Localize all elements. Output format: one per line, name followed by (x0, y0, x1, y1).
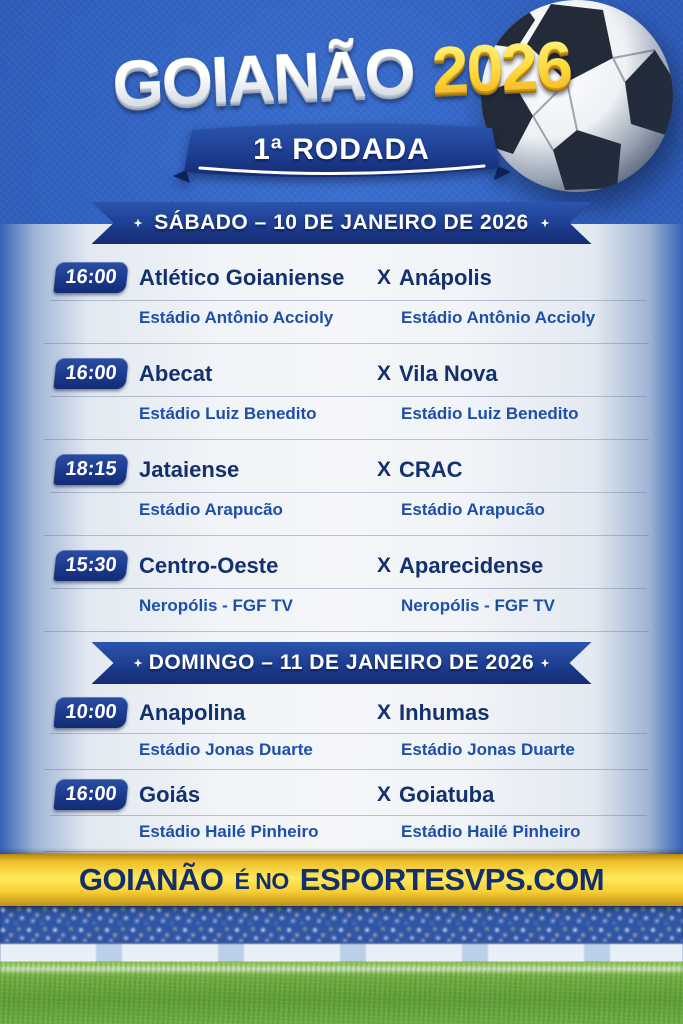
match-row: 16:00 Atlético Goianiense X Anápolis Est… (0, 248, 683, 344)
match-venues-row: Estádio Antônio Accioly Estádio Antônio … (0, 300, 683, 344)
ad-boards (0, 942, 683, 962)
home-team-name: Anapolina (139, 699, 246, 725)
kickoff-time-badge: 10:00 (53, 697, 129, 728)
away-venue: Neropólis - FGF TV (401, 596, 555, 615)
venue-spacer (55, 740, 139, 760)
home-venue: Estádio Antônio Accioly (139, 308, 334, 327)
versus-separator: X (376, 782, 391, 806)
venue-spacer (55, 822, 139, 842)
away-team-name: Anápolis (399, 264, 492, 290)
kickoff-time-badge: 16:00 (53, 262, 129, 293)
home-team-name: Abecat (139, 360, 213, 386)
venue-spacer (55, 404, 139, 424)
matches-list: 16:00 Atlético Goianiense X Anápolis Est… (0, 248, 683, 632)
home-team-name: Centro-Oeste (139, 552, 279, 578)
promo-bar: GOIANÃO É NO ESPORTESVPS.COM (0, 854, 683, 906)
versus-separator: X (376, 361, 391, 385)
away-team-name: Vila Nova (399, 360, 498, 386)
match-teams-row: 16:00 Goiás X Goiatuba (0, 770, 683, 815)
versus-separator: X (376, 553, 391, 577)
match-day-section: SÁBADO – 10 DE JANEIRO DE 2026 16:00 Atl… (0, 202, 683, 632)
home-team-name: Goiás (139, 781, 201, 807)
away-team-name: Goiatuba (399, 781, 495, 807)
home-venue: Neropólis - FGF TV (139, 596, 293, 615)
away-venue: Estádio Luiz Benedito (401, 404, 579, 423)
match-venues-row: Estádio Hailé Pinheiro Estádio Hailé Pin… (0, 815, 683, 852)
star-icon (133, 218, 143, 228)
date-ribbon: DOMINGO – 11 DE JANEIRO DE 2026 (91, 642, 592, 684)
away-team-name: CRAC (399, 456, 463, 482)
round-banner-label: 1ª RODADA (253, 133, 430, 166)
title-goianao: GOIANÃO (110, 33, 416, 121)
kickoff-time-badge: 16:00 (53, 358, 129, 389)
match-venues-row: Estádio Arapucão Estádio Arapucão (0, 492, 683, 536)
match-day-section: DOMINGO – 11 DE JANEIRO DE 2026 10:00 An… (0, 642, 683, 852)
away-team-name: Inhumas (399, 699, 490, 725)
match-row: 10:00 Anapolina X Inhumas Estádio Jonas … (0, 688, 683, 770)
promo-website: ESPORTESVPS.COM (299, 862, 605, 897)
match-teams-row: 18:15 Jataiense X CRAC (0, 440, 683, 492)
star-icon (133, 658, 143, 668)
date-ribbon-label: DOMINGO – 11 DE JANEIRO DE 2026 (148, 651, 535, 674)
match-teams-row: 10:00 Anapolina X Inhumas (0, 688, 683, 733)
round-banner: 1ª RODADA (172, 122, 512, 188)
away-venue: Estádio Jonas Duarte (401, 740, 575, 759)
home-venue: Estádio Jonas Duarte (139, 740, 313, 759)
promo-brand: GOIANÃO (78, 862, 224, 897)
star-icon (540, 658, 550, 668)
home-venue: Estádio Arapucão (139, 500, 283, 519)
venue-spacer (55, 596, 139, 616)
match-row: 18:15 Jataiense X CRAC Estádio Arapucão … (0, 440, 683, 536)
kickoff-time-badge: 18:15 (53, 454, 129, 485)
match-row: 15:30 Centro-Oeste X Aparecidense Neropó… (0, 536, 683, 632)
home-venue: Estádio Luiz Benedito (139, 404, 317, 423)
kickoff-time-badge: 16:00 (53, 779, 129, 810)
match-teams-row: 15:30 Centro-Oeste X Aparecidense (0, 536, 683, 588)
away-venue: Estádio Hailé Pinheiro (401, 822, 581, 841)
away-team-name: Aparecidense (399, 552, 544, 578)
stadium-photo (0, 906, 683, 1024)
soccer-ball-icon (479, 0, 675, 194)
versus-separator: X (376, 700, 391, 724)
match-row: 16:00 Abecat X Vila Nova Estádio Luiz Be… (0, 344, 683, 440)
home-venue: Estádio Hailé Pinheiro (139, 822, 319, 841)
home-team-name: Jataiense (139, 456, 240, 482)
matches-list: 10:00 Anapolina X Inhumas Estádio Jonas … (0, 688, 683, 852)
kickoff-time-badge: 15:30 (53, 550, 129, 581)
header: GOIANÃO 2026 1ª RODADA (0, 0, 683, 200)
versus-separator: X (376, 457, 391, 481)
venue-spacer (55, 308, 139, 328)
match-row: 16:00 Goiás X Goiatuba Estádio Hailé Pin… (0, 770, 683, 852)
star-icon (540, 218, 550, 228)
title-year: 2026 (430, 27, 573, 108)
away-venue: Estádio Arapucão (401, 500, 545, 519)
versus-separator: X (376, 265, 391, 289)
pitch-grass (0, 962, 683, 1024)
match-venues-row: Estádio Jonas Duarte Estádio Jonas Duart… (0, 733, 683, 770)
venue-spacer (55, 500, 139, 520)
stadium-crowd (0, 906, 683, 942)
match-venues-row: Neropólis - FGF TV Neropólis - FGF TV (0, 588, 683, 632)
match-venues-row: Estádio Luiz Benedito Estádio Luiz Bened… (0, 396, 683, 440)
match-teams-row: 16:00 Abecat X Vila Nova (0, 344, 683, 396)
schedule: SÁBADO – 10 DE JANEIRO DE 2026 16:00 Atl… (0, 200, 683, 854)
home-team-name: Atlético Goianiense (139, 264, 345, 290)
away-venue: Estádio Antônio Accioly (401, 308, 596, 327)
promo-connector: É NO (234, 868, 290, 894)
match-teams-row: 16:00 Atlético Goianiense X Anápolis (0, 248, 683, 300)
date-ribbon: SÁBADO – 10 DE JANEIRO DE 2026 (91, 202, 592, 244)
date-ribbon-label: SÁBADO – 10 DE JANEIRO DE 2026 (154, 211, 529, 234)
